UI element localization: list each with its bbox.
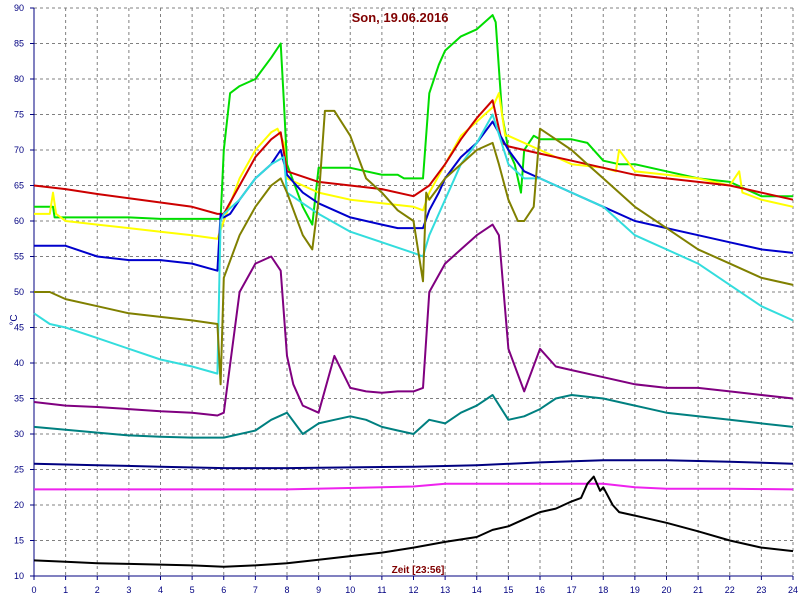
x-tick-label: 24 xyxy=(788,585,798,595)
x-tick-label: 10 xyxy=(345,585,355,595)
y-tick-label: 90 xyxy=(14,3,24,13)
y-tick-label: 80 xyxy=(14,74,24,84)
x-tick-label: 18 xyxy=(598,585,608,595)
x-tick-label: 20 xyxy=(661,585,671,595)
y-tick-label: 45 xyxy=(14,323,24,333)
x-tick-label: 23 xyxy=(756,585,766,595)
x-tick-label: 8 xyxy=(284,585,289,595)
x-tick-label: 4 xyxy=(158,585,163,595)
x-tick-label: 11 xyxy=(377,585,386,595)
y-tick-label: 70 xyxy=(14,145,24,155)
y-tick-label: 50 xyxy=(14,287,24,297)
x-tick-label: 13 xyxy=(440,585,450,595)
y-axis-label: °C xyxy=(9,314,20,325)
series-line-10 xyxy=(34,482,794,491)
x-tick-label: 3 xyxy=(126,585,131,595)
x-tick-label: 5 xyxy=(190,585,195,595)
x-tick-label: 9 xyxy=(316,585,321,595)
x-tick-label: 12 xyxy=(408,585,418,595)
x-tick-label: 0 xyxy=(31,585,36,595)
x-tick-label: 21 xyxy=(693,585,703,595)
series-line-2 xyxy=(34,92,794,240)
x-tick-label: 1 xyxy=(63,585,68,595)
time-annotation: Zeit [23:56] xyxy=(392,565,445,576)
y-tick-label: 55 xyxy=(14,252,24,262)
x-tick-label: 14 xyxy=(472,585,482,595)
y-tick-label: 75 xyxy=(14,110,24,120)
x-tick-label: 22 xyxy=(725,585,735,595)
y-tick-label: 15 xyxy=(14,536,24,546)
x-tick-label: 2 xyxy=(95,585,100,595)
y-tick-label: 65 xyxy=(14,181,24,191)
chart-title: Son, 19.06.2016 xyxy=(352,10,449,25)
series-lines xyxy=(33,14,794,568)
grid xyxy=(33,7,794,577)
x-tick-label: 7 xyxy=(253,585,258,595)
y-tick-label: 10 xyxy=(14,571,24,581)
y-tick-label: 85 xyxy=(14,39,24,49)
y-tick-label: 30 xyxy=(14,429,24,439)
y-tick-label: 35 xyxy=(14,394,24,404)
y-tick-label: 40 xyxy=(14,358,24,368)
series-line-11 xyxy=(33,475,794,568)
x-tick-label: 15 xyxy=(503,585,513,595)
x-tick-label: 19 xyxy=(630,585,640,595)
x-tick-label: 17 xyxy=(567,585,577,595)
x-tick-label: 6 xyxy=(221,585,226,595)
series-line-6 xyxy=(34,109,794,386)
series-line-8 xyxy=(33,394,794,439)
series-line-7 xyxy=(33,223,794,417)
x-tick-label: 16 xyxy=(535,585,545,595)
y-tick-label: 60 xyxy=(14,216,24,226)
y-tick-label: 20 xyxy=(14,500,24,510)
series-line-9 xyxy=(33,459,794,470)
series-line-1 xyxy=(34,14,793,226)
y-tick-label: 25 xyxy=(14,465,24,475)
series-line-3 xyxy=(33,99,794,215)
